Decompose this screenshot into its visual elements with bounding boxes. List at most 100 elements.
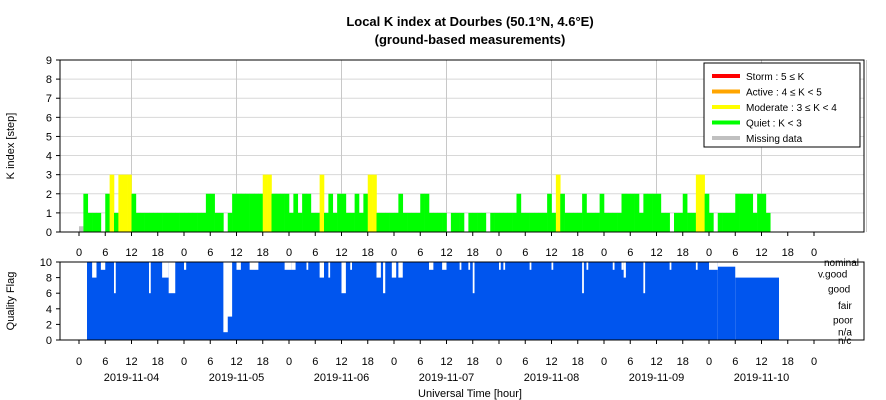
q-dip	[695, 262, 698, 270]
q-area	[717, 266, 736, 340]
k-bar	[442, 212, 447, 232]
k-bar	[345, 212, 351, 232]
q-xtick-label: 6	[522, 356, 528, 368]
k-ytick-label: 1	[46, 208, 52, 220]
k-bar	[643, 193, 649, 232]
k-bar	[96, 212, 102, 232]
k-bar	[350, 212, 355, 232]
q-dip	[100, 262, 106, 270]
k-xtick-label: 6	[627, 247, 633, 259]
k-bar	[499, 212, 504, 232]
q-dip	[472, 262, 475, 294]
k-bar	[424, 193, 430, 232]
k-bar	[678, 212, 684, 232]
k-bar	[503, 212, 509, 232]
k-bar	[293, 193, 299, 232]
k-bar	[188, 212, 194, 232]
k-bar	[337, 193, 342, 232]
k-bar	[131, 193, 137, 232]
k-bar	[310, 212, 316, 232]
k-bar	[240, 193, 246, 232]
k-ytick-label: 6	[46, 112, 52, 124]
k-bar	[258, 193, 264, 232]
k-bar	[359, 212, 364, 232]
legend-label: Missing data	[746, 134, 803, 145]
k-bar	[394, 212, 399, 232]
k-xtick-label: 0	[286, 247, 292, 259]
q-ytick-label: 0	[46, 335, 52, 347]
q-xtick-label: 6	[627, 356, 633, 368]
k-bar	[748, 193, 754, 232]
k-bar	[687, 212, 692, 232]
q-dip	[236, 262, 241, 270]
q-dip	[376, 262, 381, 278]
k-ytick-label: 5	[46, 131, 52, 143]
k-bar	[752, 212, 758, 232]
k-bar	[284, 193, 290, 232]
q-dip	[383, 262, 386, 294]
k-bar	[280, 193, 285, 232]
k-bar	[730, 212, 736, 232]
k-bar	[512, 212, 517, 232]
q-ytick-label: 2	[46, 319, 52, 331]
q-xtick-label: 12	[335, 356, 347, 368]
k-bar	[765, 212, 771, 232]
legend-label: Active : 4 ≤ K < 5	[746, 88, 822, 99]
k-bar	[175, 212, 180, 232]
k-bar	[157, 212, 163, 232]
k-ytick-label: 8	[46, 74, 52, 86]
k-bar	[542, 212, 548, 232]
k-bar	[385, 212, 390, 232]
k-bar	[341, 193, 347, 232]
k-ytick-label: 3	[46, 170, 52, 182]
k-bar	[184, 212, 189, 232]
k-ytick-label: 2	[46, 189, 52, 201]
k-bar	[599, 193, 605, 232]
q-dip	[623, 262, 626, 278]
k-bar	[179, 212, 185, 232]
k-bar	[144, 212, 150, 232]
k-xtick-label: 12	[650, 247, 662, 259]
quality-level-label: v.good	[818, 270, 847, 281]
k-bar	[735, 193, 740, 232]
k-bar	[153, 212, 159, 232]
k-xtick-label: 0	[181, 247, 187, 259]
k-xtick-label: 0	[76, 247, 82, 259]
k-bar	[450, 212, 456, 232]
k-bar	[407, 212, 412, 232]
k-bar	[534, 212, 539, 232]
k-bar	[709, 212, 714, 232]
q-dip	[328, 262, 331, 278]
k-bar	[516, 193, 522, 232]
k-bar	[297, 212, 303, 232]
q-dip	[468, 262, 471, 270]
k-bar	[569, 212, 574, 232]
k-bar	[573, 212, 579, 232]
k-bar	[472, 212, 478, 232]
k-bar	[254, 193, 259, 232]
quality-level-label: poor	[833, 316, 854, 327]
q-ytick-label: 6	[46, 288, 52, 300]
q-xtick-label: 6	[102, 356, 108, 368]
k-bar	[367, 174, 373, 232]
k-xtick-label: 12	[230, 247, 242, 259]
q-dip	[92, 262, 97, 278]
k-bar	[459, 212, 465, 232]
q-dip	[284, 262, 292, 270]
k-ytick-label: 0	[46, 227, 52, 239]
k-bar	[87, 212, 93, 232]
k-bar	[214, 212, 220, 232]
q-dip	[551, 262, 554, 270]
k-bar	[717, 212, 723, 232]
q-plot-frame	[59, 261, 865, 341]
k-bar	[420, 193, 425, 232]
k-bar	[306, 193, 312, 232]
k-bar	[262, 174, 268, 232]
k-bar	[354, 193, 360, 232]
q-ytick-label: 4	[46, 304, 52, 316]
q-xtick-label: 18	[677, 356, 689, 368]
q-xtick-label: 12	[125, 356, 137, 368]
q-dip	[643, 262, 646, 294]
